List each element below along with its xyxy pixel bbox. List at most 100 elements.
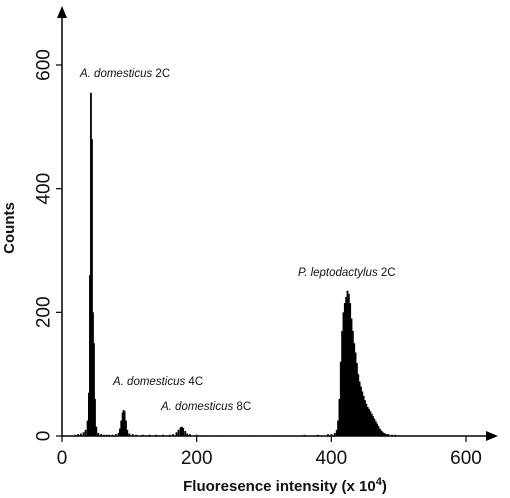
- histogram-bar: [77, 434, 80, 436]
- axes: [56, 6, 498, 442]
- histogram-bar: [123, 411, 126, 436]
- histogram-bar: [177, 429, 180, 436]
- histogram-bar: [351, 330, 354, 436]
- histogram-bar: [88, 392, 90, 436]
- histogram-bar: [125, 420, 127, 436]
- histogram-bar: [354, 352, 357, 436]
- histogram-bar: [172, 434, 174, 436]
- histogram-bar: [341, 330, 344, 436]
- histogram-bar: [86, 420, 89, 436]
- annotation-ploidy: 4C: [188, 376, 203, 388]
- histogram-bar: [184, 431, 187, 436]
- histogram-bar: [370, 413, 373, 436]
- histogram-bar: [337, 420, 339, 436]
- histogram-bar: [357, 374, 360, 436]
- histogram-bar: [356, 363, 358, 436]
- histogram-bar: [121, 412, 124, 436]
- histogram-bar: [376, 423, 379, 436]
- histogram-bar: [126, 429, 129, 436]
- histogram-bar: [175, 432, 178, 436]
- histogram-bar: [347, 293, 350, 436]
- histogram-bar: [128, 433, 131, 436]
- y-axis-arrow: [57, 6, 67, 18]
- histogram-bar: [120, 420, 123, 436]
- x-tick-label: 0: [57, 448, 68, 469]
- histogram-bar: [362, 395, 365, 436]
- histogram-bar: [364, 400, 366, 436]
- annotation-ploidy: 2C: [155, 68, 170, 80]
- histogram-bar: [122, 410, 125, 436]
- y-axis-title: Counts: [1, 202, 18, 254]
- histogram-bar: [79, 433, 82, 436]
- tick-labels: 0 200 400 600 0 200 400 600: [34, 49, 482, 469]
- histogram-bar: [353, 343, 356, 436]
- histogram-bar: [95, 426, 98, 436]
- histogram-bar: [91, 139, 93, 436]
- histogram-bar: [330, 434, 333, 436]
- histogram-bar: [385, 434, 388, 436]
- x-axis-title-close: ): [382, 478, 387, 495]
- histogram-bar: [382, 432, 385, 436]
- y-tick-label: 200: [34, 296, 55, 328]
- peak-annotation: A. domesticus 4C: [112, 376, 203, 388]
- x-axis-title-text: Fluoresence intensity (x 10: [183, 478, 376, 495]
- histogram-bar: [372, 416, 374, 436]
- histogram-bar: [117, 432, 120, 436]
- histogram-bar: [366, 406, 369, 436]
- histogram-bar: [338, 398, 341, 436]
- histogram-bar: [343, 303, 346, 436]
- histogram-bar: [346, 290, 349, 436]
- histogram-bar: [93, 343, 95, 436]
- annotation-ploidy: 2C: [381, 267, 396, 279]
- histogram-bar: [84, 429, 87, 436]
- histogram-bar: [186, 433, 189, 436]
- histogram-bar: [339, 361, 342, 436]
- histogram-bar: [374, 421, 377, 436]
- histogram-bar: [384, 433, 387, 436]
- y-tick-label: 600: [34, 49, 55, 81]
- histogram-bar: [131, 434, 134, 436]
- histogram-bar: [94, 398, 96, 436]
- x-axis-title: Fluoresence intensity (x 104): [183, 476, 387, 495]
- histogram-bar: [378, 428, 381, 436]
- y-tick-label: 0: [34, 431, 55, 442]
- histogram-bar: [350, 318, 353, 436]
- histogram-bar: [180, 426, 183, 436]
- y-tick-label: 400: [34, 173, 55, 205]
- x-tick-label: 200: [181, 448, 213, 469]
- histogram-bar: [90, 92, 92, 436]
- histogram-bar: [360, 386, 362, 436]
- histogram-bar: [361, 391, 364, 436]
- histogram-bar: [333, 432, 336, 436]
- histogram-bar: [345, 296, 348, 437]
- peak-annotation: P. leptodactylus 2C: [298, 267, 396, 279]
- histogram-bar: [89, 275, 91, 436]
- histogram-bar: [114, 434, 117, 436]
- x-tick-label: 600: [450, 448, 482, 469]
- histogram-bar: [100, 434, 102, 436]
- histogram-bar: [380, 430, 383, 436]
- annotation-species: A. domesticus: [79, 68, 155, 80]
- histogram-bar: [369, 411, 372, 436]
- histogram-bar: [97, 432, 100, 436]
- histogram-bar: [365, 403, 368, 436]
- histogram-bar: [377, 426, 380, 436]
- annotation-species: P. leptodactylus: [298, 267, 381, 279]
- peak-annotation: A. domesticus 2C: [79, 68, 170, 80]
- annotations: A. domesticus 2CA. domesticus 4CA. domes…: [79, 68, 396, 413]
- annotation-species: A. domesticus: [112, 376, 188, 388]
- peak-annotation: A. domesticus 8C: [160, 401, 251, 413]
- histogram-bar: [182, 427, 185, 436]
- x-axis-title-superscript: 4: [376, 476, 383, 488]
- annotation-ploidy: 8C: [236, 401, 251, 413]
- histogram-bar: [92, 312, 94, 436]
- histogram-bar: [179, 427, 182, 436]
- histogram-bar: [342, 312, 345, 436]
- histogram-bar: [368, 408, 370, 436]
- histogram-bar: [381, 431, 384, 436]
- annotation-species: A. domesticus: [160, 401, 236, 413]
- x-tick-label: 400: [315, 448, 347, 469]
- x-axis-arrow: [486, 431, 498, 441]
- histogram-bar: [119, 428, 121, 436]
